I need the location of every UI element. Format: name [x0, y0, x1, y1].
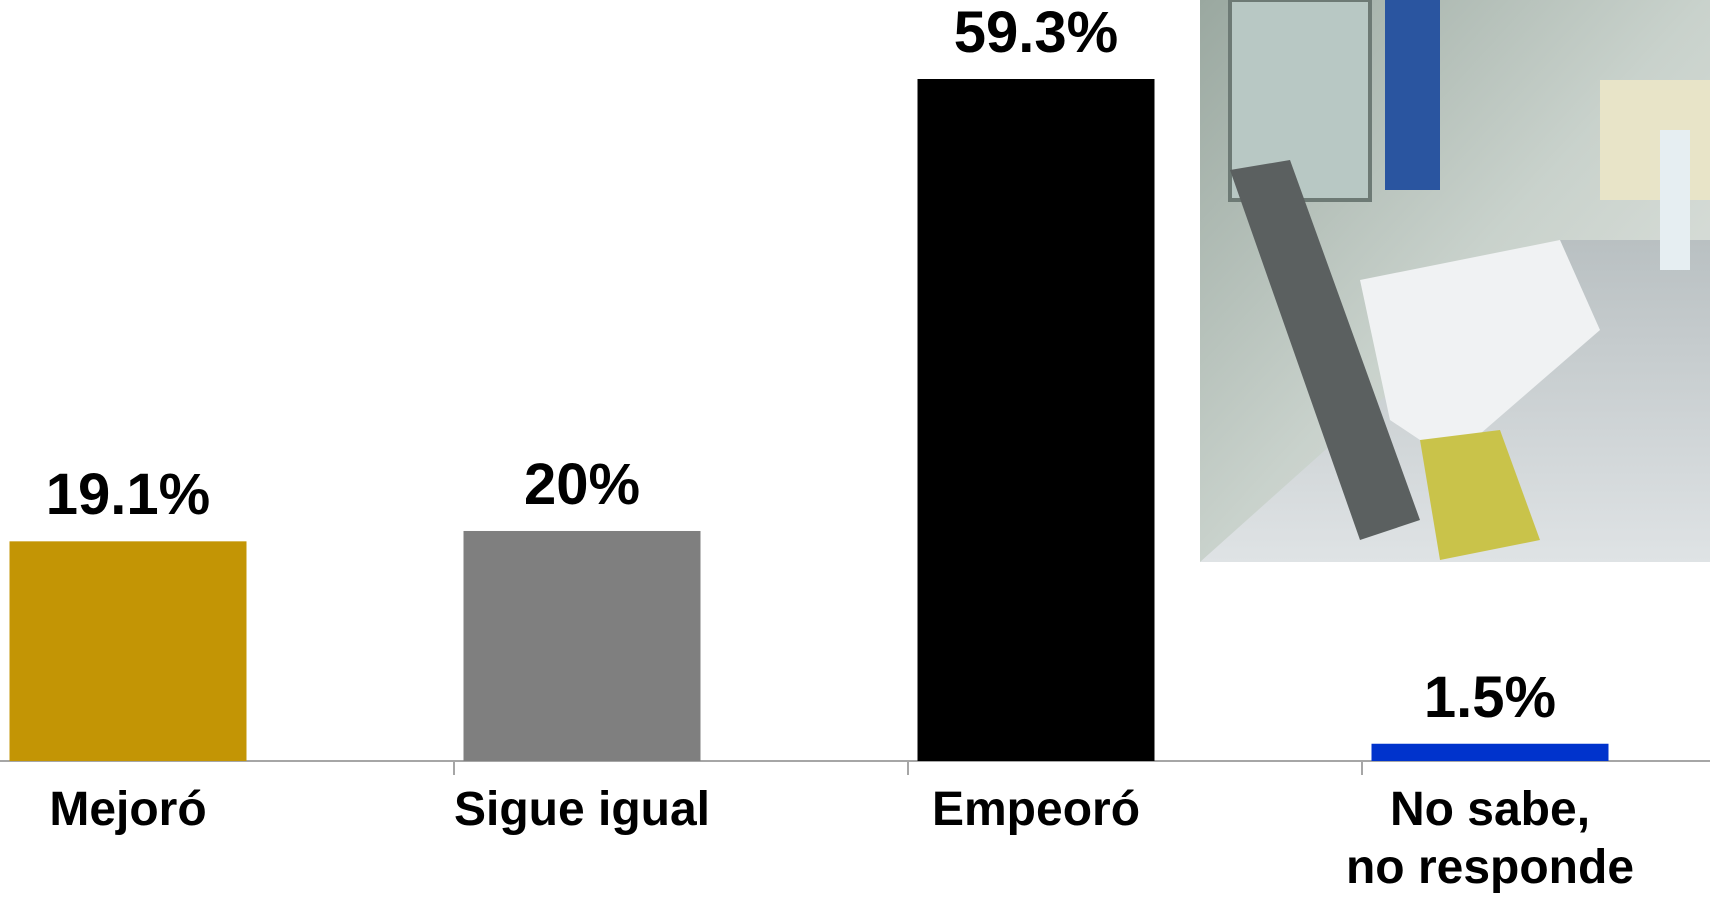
photo — [1200, 0, 1710, 562]
bar — [9, 541, 247, 761]
bar — [1371, 743, 1609, 761]
value-label: 20% — [523, 451, 641, 517]
x-tick-label: Empeoró — [931, 783, 1141, 836]
bar — [463, 530, 701, 761]
bar — [917, 79, 1155, 761]
x-tick-label: Mejoró — [49, 783, 207, 836]
value-label: 19.1% — [45, 462, 211, 528]
value-label: 59.3% — [953, 0, 1119, 65]
x-tick-label: Sigue igual — [453, 783, 711, 836]
value-label: 1.5% — [1423, 664, 1557, 730]
x-tick-label: No sabe, no responde — [1345, 783, 1635, 894]
